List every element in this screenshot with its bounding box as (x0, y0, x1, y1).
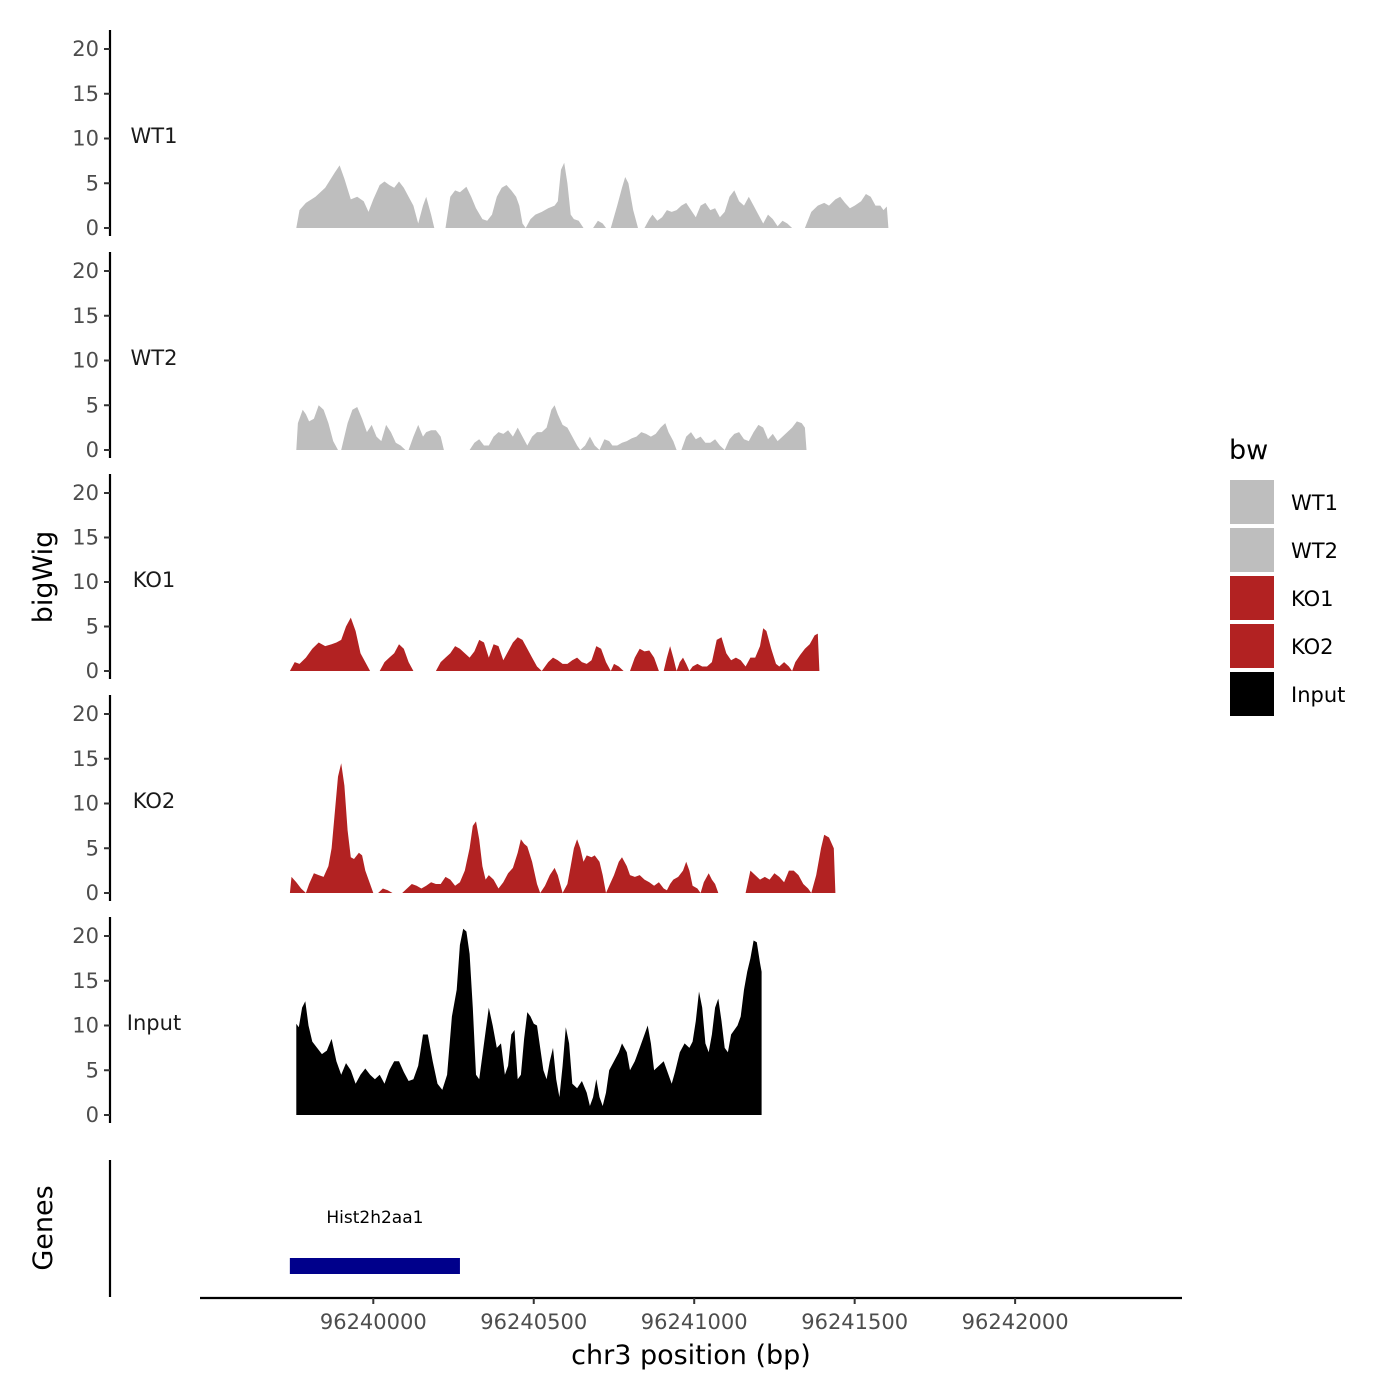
y-tick-label: 5 (86, 171, 99, 195)
y-tick-label: 0 (86, 659, 99, 683)
legend-label-ko1: KO1 (1291, 587, 1334, 611)
legend-label-wt2: WT2 (1291, 539, 1338, 563)
legend: bw WT1 WT2 KO1 KO2 Input (1229, 435, 1345, 716)
y-tick-label: 15 (72, 969, 99, 993)
y-tick-label: 20 (72, 37, 99, 61)
y-tick-label: 20 (72, 702, 99, 726)
y-tick-label: 5 (86, 1058, 99, 1082)
x-axis-title: chr3 position (bp) (571, 1340, 811, 1371)
legend-key-ko1 (1230, 576, 1274, 620)
y-tick-label: 0 (86, 438, 99, 462)
x-tick-label: 96242000 (962, 1310, 1069, 1334)
legend-label-ko2: KO2 (1291, 635, 1334, 659)
track-label-wt1: WT1 (131, 124, 178, 148)
gene-track-label: Genes (28, 1185, 59, 1270)
y-tick-label: 10 (72, 570, 99, 594)
y-tick-label: 0 (86, 216, 99, 240)
y-tick-label: 0 (86, 881, 99, 905)
y-tick-label: 0 (86, 1103, 99, 1127)
track-label-input: Input (127, 1011, 181, 1035)
track-input: 0 5 10 15 20 Input (72, 917, 762, 1127)
legend-key-input (1230, 672, 1274, 716)
track-label-wt2: WT2 (131, 346, 178, 370)
track-wt1: 0 5 10 15 20 WT1 (72, 30, 889, 240)
legend-key-ko2 (1230, 624, 1274, 668)
area-input (296, 928, 762, 1115)
y-tick-label: 10 (72, 1014, 99, 1038)
gene-track: Genes Hist2h2aa1 (28, 1160, 460, 1297)
x-tick-label: 96240000 (320, 1310, 427, 1334)
legend-key-wt1 (1230, 480, 1274, 524)
y-tick-label: 15 (72, 747, 99, 771)
y-tick-label: 5 (86, 393, 99, 417)
gene-label-hist2h2aa1: Hist2h2aa1 (326, 1208, 423, 1228)
area-ko1 (289, 617, 820, 671)
legend-title: bw (1229, 435, 1268, 466)
x-tick-label: 96241500 (801, 1310, 908, 1334)
y-tick-label: 15 (72, 526, 99, 550)
track-ko1: 0 5 10 15 20 KO1 (72, 474, 820, 683)
track-label-ko2: KO2 (133, 789, 176, 813)
y-tick-label: 15 (72, 304, 99, 328)
area-wt1 (296, 162, 889, 228)
gene-bar-hist2h2aa1 (289, 1258, 460, 1274)
track-wt2: 0 5 10 15 20 WT2 (72, 252, 807, 462)
y-tick-label: 5 (86, 836, 99, 860)
y-tick-label: 5 (86, 615, 99, 639)
x-axis: 96240000 96240500 96241000 96241500 96242000… (200, 1296, 1182, 1371)
y-axis-title: bigWig (28, 531, 59, 624)
y-tick-label: 10 (72, 349, 99, 373)
track-ko2: 0 5 10 15 20 KO2 (72, 695, 836, 905)
y-tick-label: 15 (72, 82, 99, 106)
x-tick-label: 96241000 (641, 1310, 748, 1334)
area-ko2 (289, 763, 836, 893)
legend-label-input: Input (1291, 683, 1345, 707)
y-tick-label: 20 (72, 481, 99, 505)
x-tick-label: 96240500 (480, 1310, 587, 1334)
legend-key-wt2 (1230, 528, 1274, 572)
track-label-ko1: KO1 (133, 568, 176, 592)
y-tick-label: 20 (72, 259, 99, 283)
y-tick-label: 10 (72, 792, 99, 816)
legend-label-wt1: WT1 (1291, 491, 1338, 515)
area-wt2 (296, 405, 807, 450)
y-tick-label: 20 (72, 924, 99, 948)
y-tick-label: 10 (72, 127, 99, 151)
